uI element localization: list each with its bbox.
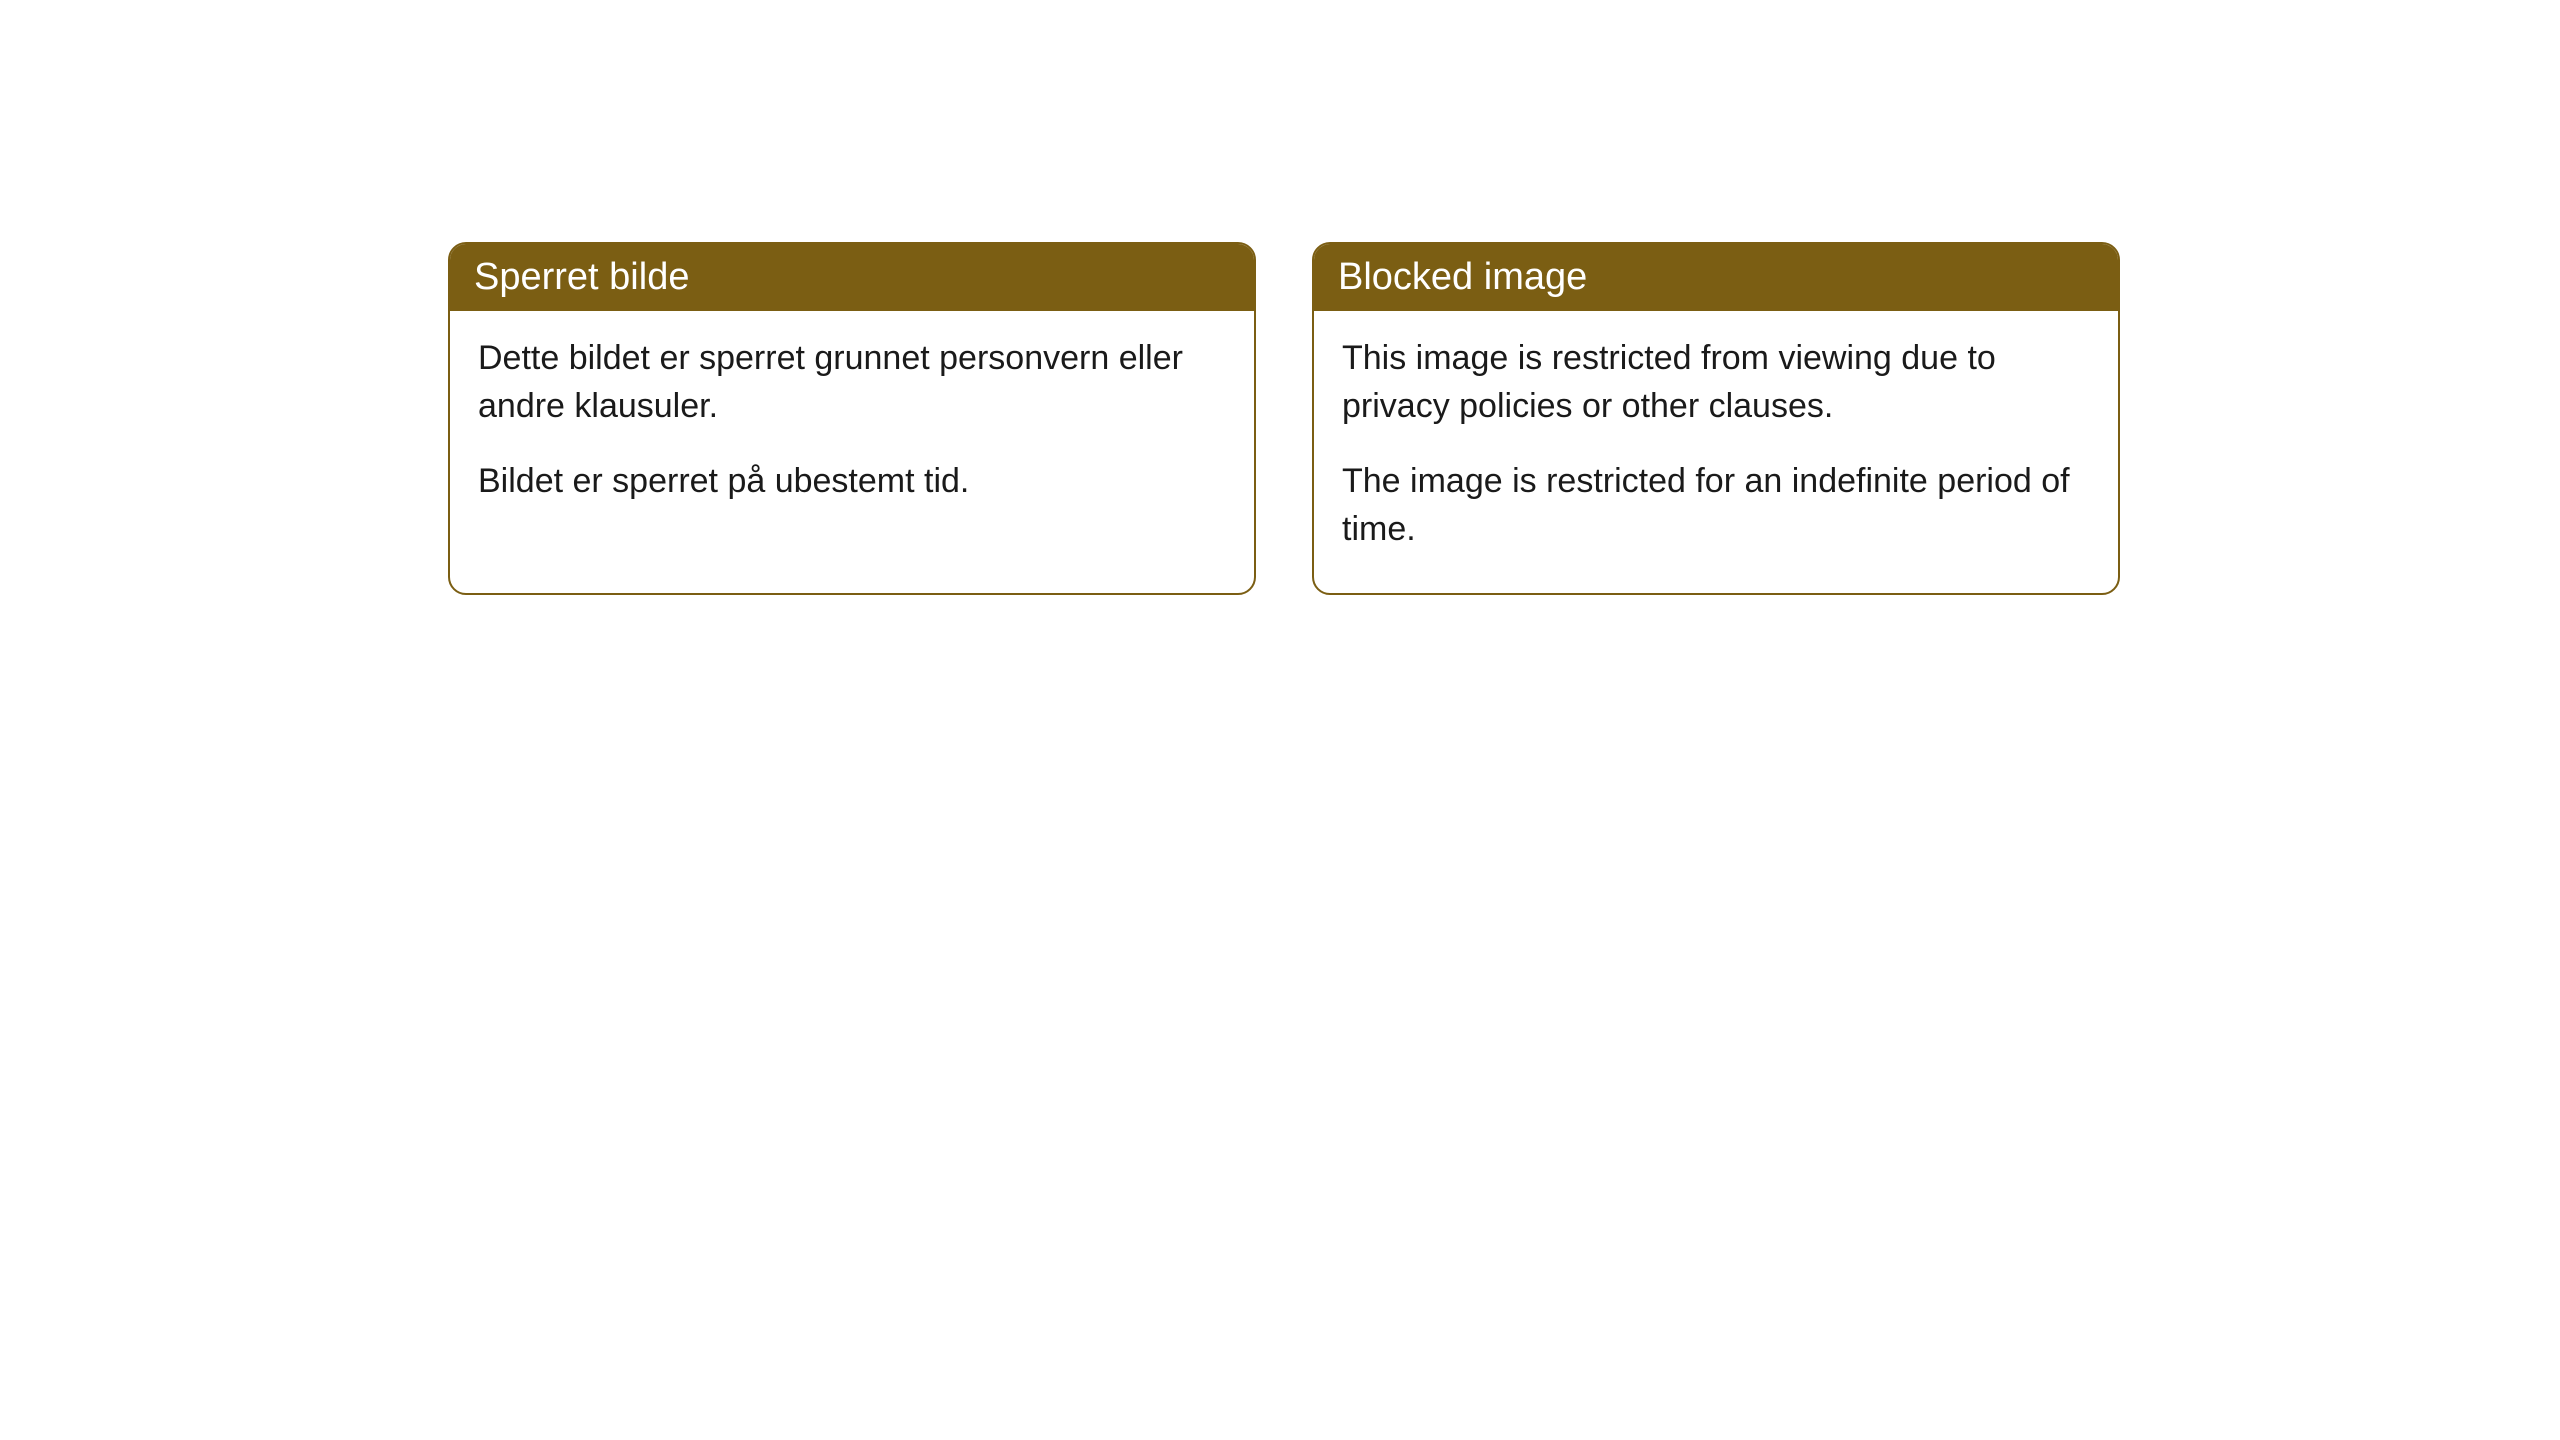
card-paragraph-2-english: The image is restricted for an indefinit… xyxy=(1342,458,2090,553)
card-body-english: This image is restricted from viewing du… xyxy=(1314,311,2118,593)
card-paragraph-1-english: This image is restricted from viewing du… xyxy=(1342,335,2090,430)
blocked-image-card-norwegian: Sperret bilde Dette bildet er sperret gr… xyxy=(448,242,1256,595)
card-paragraph-2-norwegian: Bildet er sperret på ubestemt tid. xyxy=(478,458,1226,506)
card-body-norwegian: Dette bildet er sperret grunnet personve… xyxy=(450,311,1254,546)
cards-container: Sperret bilde Dette bildet er sperret gr… xyxy=(448,242,2120,595)
blocked-image-card-english: Blocked image This image is restricted f… xyxy=(1312,242,2120,595)
card-header-english: Blocked image xyxy=(1314,244,2118,311)
card-paragraph-1-norwegian: Dette bildet er sperret grunnet personve… xyxy=(478,335,1226,430)
card-header-norwegian: Sperret bilde xyxy=(450,244,1254,311)
